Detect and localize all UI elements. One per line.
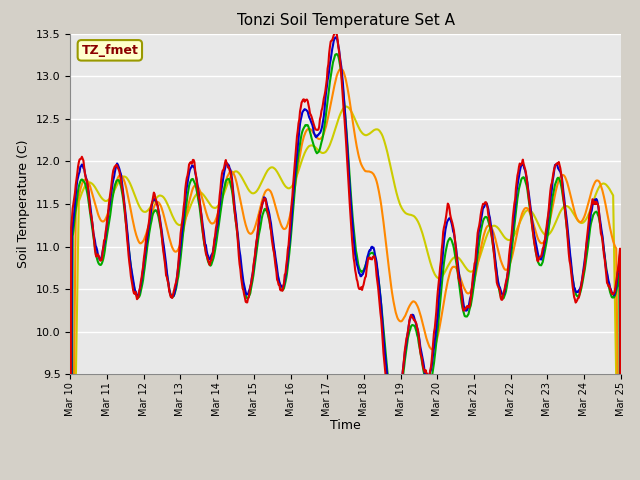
Text: TZ_fmet: TZ_fmet <box>81 44 138 57</box>
Legend: 2cm, 4cm, 8cm, 16cm, 32cm: 2cm, 4cm, 8cm, 16cm, 32cm <box>140 476 551 480</box>
Y-axis label: Soil Temperature (C): Soil Temperature (C) <box>17 140 30 268</box>
Title: Tonzi Soil Temperature Set A: Tonzi Soil Temperature Set A <box>237 13 454 28</box>
X-axis label: Time: Time <box>330 419 361 432</box>
